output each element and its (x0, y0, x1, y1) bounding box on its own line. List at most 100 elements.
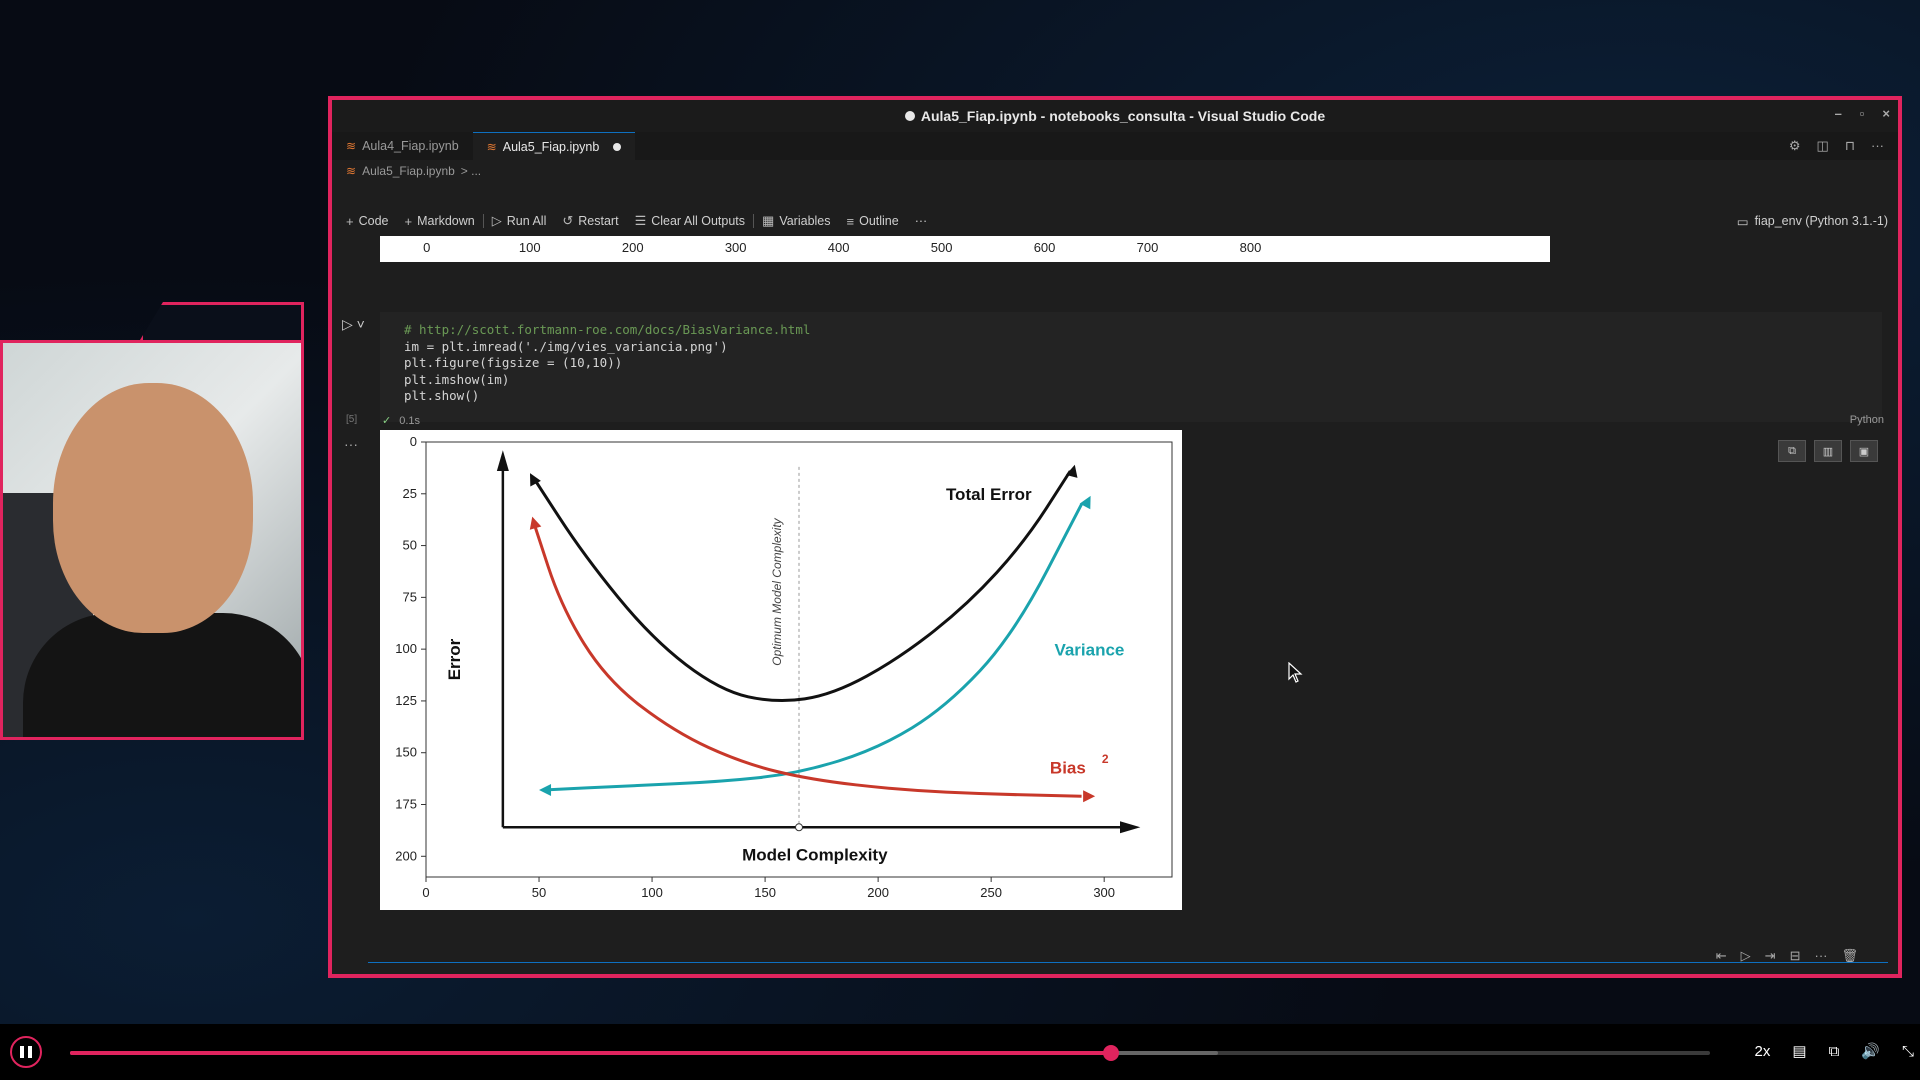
y-tick-label: 75 (403, 589, 417, 604)
gear-icon[interactable]: ⚙ (1788, 138, 1801, 153)
webcam-frame-tab (140, 302, 304, 340)
axis-tick: 600 (1033, 240, 1056, 255)
output-more-icon[interactable]: ··· (344, 436, 358, 452)
presenter-head (53, 383, 253, 633)
tab-label: Aula5_Fiap.ipynb (502, 139, 600, 154)
add-markdown-button[interactable]: + Markdown (396, 214, 482, 229)
unsaved-dot-icon (904, 111, 915, 121)
outline-button[interactable]: ≡ Outline (839, 214, 907, 229)
y-tick-label: 25 (403, 486, 417, 501)
more-label: ··· (914, 214, 928, 228)
cell-toolbar: ⇤ ▷ ⇥ ⊟ ··· 🗑 (1716, 948, 1858, 964)
chart-icon[interactable]: ▥ (1814, 440, 1842, 462)
axis-tick: 200 (621, 240, 644, 255)
series-line-variance (543, 503, 1083, 792)
run-cell-icon[interactable]: ▷ ˅ (342, 316, 365, 332)
code-line-4: plt.imshow(im) (404, 371, 510, 387)
tab-aula5[interactable]: ≋ Aula5_Fiap.ipynb (472, 131, 636, 161)
total-error-left-arrowhead (529, 473, 541, 487)
y-tick-label: 100 (395, 641, 417, 656)
optimum-marker (795, 823, 803, 832)
add-code-button[interactable]: + Code (338, 214, 396, 229)
y-arrowhead (496, 450, 509, 471)
seek-handle[interactable] (1103, 1045, 1120, 1061)
code-line-1: # http://scott.fortmann-roe.com/docs/Bia… (404, 322, 811, 337)
close-button[interactable]: × (1882, 106, 1890, 121)
minimize-button[interactable]: – (1834, 106, 1842, 121)
kernel-picker[interactable]: ▭ fiap_env (Python 3.1.-1) (1737, 214, 1898, 229)
picture-in-picture-icon[interactable]: ⧉ (1828, 1042, 1840, 1060)
window-title: Aula5_Fiap.ipynb - notebooks_consulta - … (920, 108, 1326, 124)
run-all-button[interactable]: ▷ Run All (484, 213, 555, 229)
add-code-label: Code (358, 214, 389, 228)
split-editor-icon[interactable]: ◫ (1816, 138, 1829, 153)
captions-icon[interactable]: ▤ (1792, 1043, 1807, 1060)
pause-icon (20, 1046, 24, 1058)
x-arrowhead (1120, 821, 1141, 834)
more-actions-icon[interactable]: ··· (1871, 138, 1884, 153)
delete-cell-icon[interactable]: 🗑 (1841, 948, 1858, 963)
x-tick-label: 300 (1093, 885, 1115, 900)
variables-icon: ▦ (762, 213, 775, 228)
y-tick-label: 50 (403, 538, 417, 553)
notebook-icon: ≋ (346, 139, 357, 153)
x-tick-label: 200 (867, 885, 889, 900)
next-cell[interactable] (368, 962, 1888, 974)
mouse-cursor-icon (1288, 662, 1303, 683)
breadcrumb-rest[interactable]: > ... (460, 164, 482, 178)
plot-output: 0 50 100 150 200 250 300 0 25 50 75 100 125 150 175 200… (380, 430, 1182, 910)
pause-button[interactable] (10, 1036, 42, 1068)
axis-tick: 0 (423, 240, 431, 255)
breadcrumb-file[interactable]: Aula5_Fiap.ipynb (362, 164, 455, 178)
more-toolbar-button[interactable]: ··· (907, 214, 936, 228)
restart-button[interactable]: ↺ Restart (554, 213, 626, 229)
plus-icon: + (346, 213, 354, 229)
webcam-video (0, 340, 304, 740)
separator (482, 214, 484, 228)
series-label-2: Bias (1050, 758, 1086, 777)
code-line-2: im = plt.imread('./img/vies_variancia.pn… (404, 338, 728, 354)
cell-language[interactable]: Python (1849, 414, 1884, 426)
code-editor[interactable]: # http://scott.fortmann-roe.com/docs/Bia… (404, 322, 810, 405)
y-axis-label: Error (445, 638, 464, 680)
axis-tick: 700 (1136, 240, 1159, 255)
editor-tabs: ≋ Aula4_Fiap.ipynb ≋ Aula5_Fiap.ipynb ⚙ … (332, 131, 1898, 161)
modified-dot-icon[interactable] (613, 142, 622, 151)
add-markdown-label: Markdown (417, 214, 475, 228)
run-above-icon[interactable]: ⇤ (1715, 948, 1727, 963)
run-cell-icon[interactable]: ▷ (1740, 948, 1751, 963)
restore-button[interactable]: ▫ (1859, 106, 1865, 121)
series-line-total-error (533, 470, 1072, 703)
save-output-icon[interactable]: ▣ (1850, 440, 1878, 462)
video-player-controls: 2x ▤ ⧉ 🔊 ⤡ (0, 1024, 1920, 1080)
pause-icon (28, 1046, 32, 1058)
tab-aula4[interactable]: ≋ Aula4_Fiap.ipynb (332, 132, 473, 160)
copy-output-icon[interactable]: ⧉ (1778, 440, 1806, 462)
playback-speed-button[interactable]: 2x (1754, 1042, 1771, 1060)
code-line-5: plt.show() (404, 388, 480, 403)
previous-output-axis: 0 100 200 300 400 500 600 700 800 (380, 236, 1550, 262)
code-cell[interactable] (380, 312, 1882, 422)
fullscreen-exit-icon[interactable]: ⤡ (1901, 1042, 1914, 1060)
run-all-icon: ▷ (491, 213, 502, 228)
series-label-0: Total Error (946, 485, 1032, 504)
variables-button[interactable]: ▦ Variables (754, 213, 838, 229)
separator (753, 214, 755, 228)
restart-label: Restart (578, 214, 619, 228)
seek-bar[interactable] (70, 1045, 1710, 1061)
split-cell-icon[interactable]: ⊟ (1789, 948, 1801, 963)
axis-tick: 300 (724, 240, 747, 255)
run-below-icon[interactable]: ⇥ (1764, 948, 1776, 963)
x-axis-label: Model Complexity (742, 845, 888, 864)
execution-status: ✓ 0.1s (382, 414, 420, 427)
notebook-icon: ≋ (486, 139, 497, 154)
restart-icon: ↺ (562, 213, 574, 228)
player-right-controls: 2x ▤ ⧉ 🔊 ⤡ (1754, 1042, 1914, 1061)
clear-outputs-button[interactable]: ☰ Clear All Outputs (627, 213, 753, 229)
more-icon[interactable]: ··· (1814, 948, 1828, 963)
bias-left-arrowhead (529, 516, 542, 530)
outline-icon: ≡ (846, 213, 855, 229)
lock-icon[interactable]: ⊓ (1844, 138, 1855, 153)
bias-right-arrowhead (1083, 790, 1096, 803)
volume-icon[interactable]: 🔊 (1861, 1043, 1880, 1060)
